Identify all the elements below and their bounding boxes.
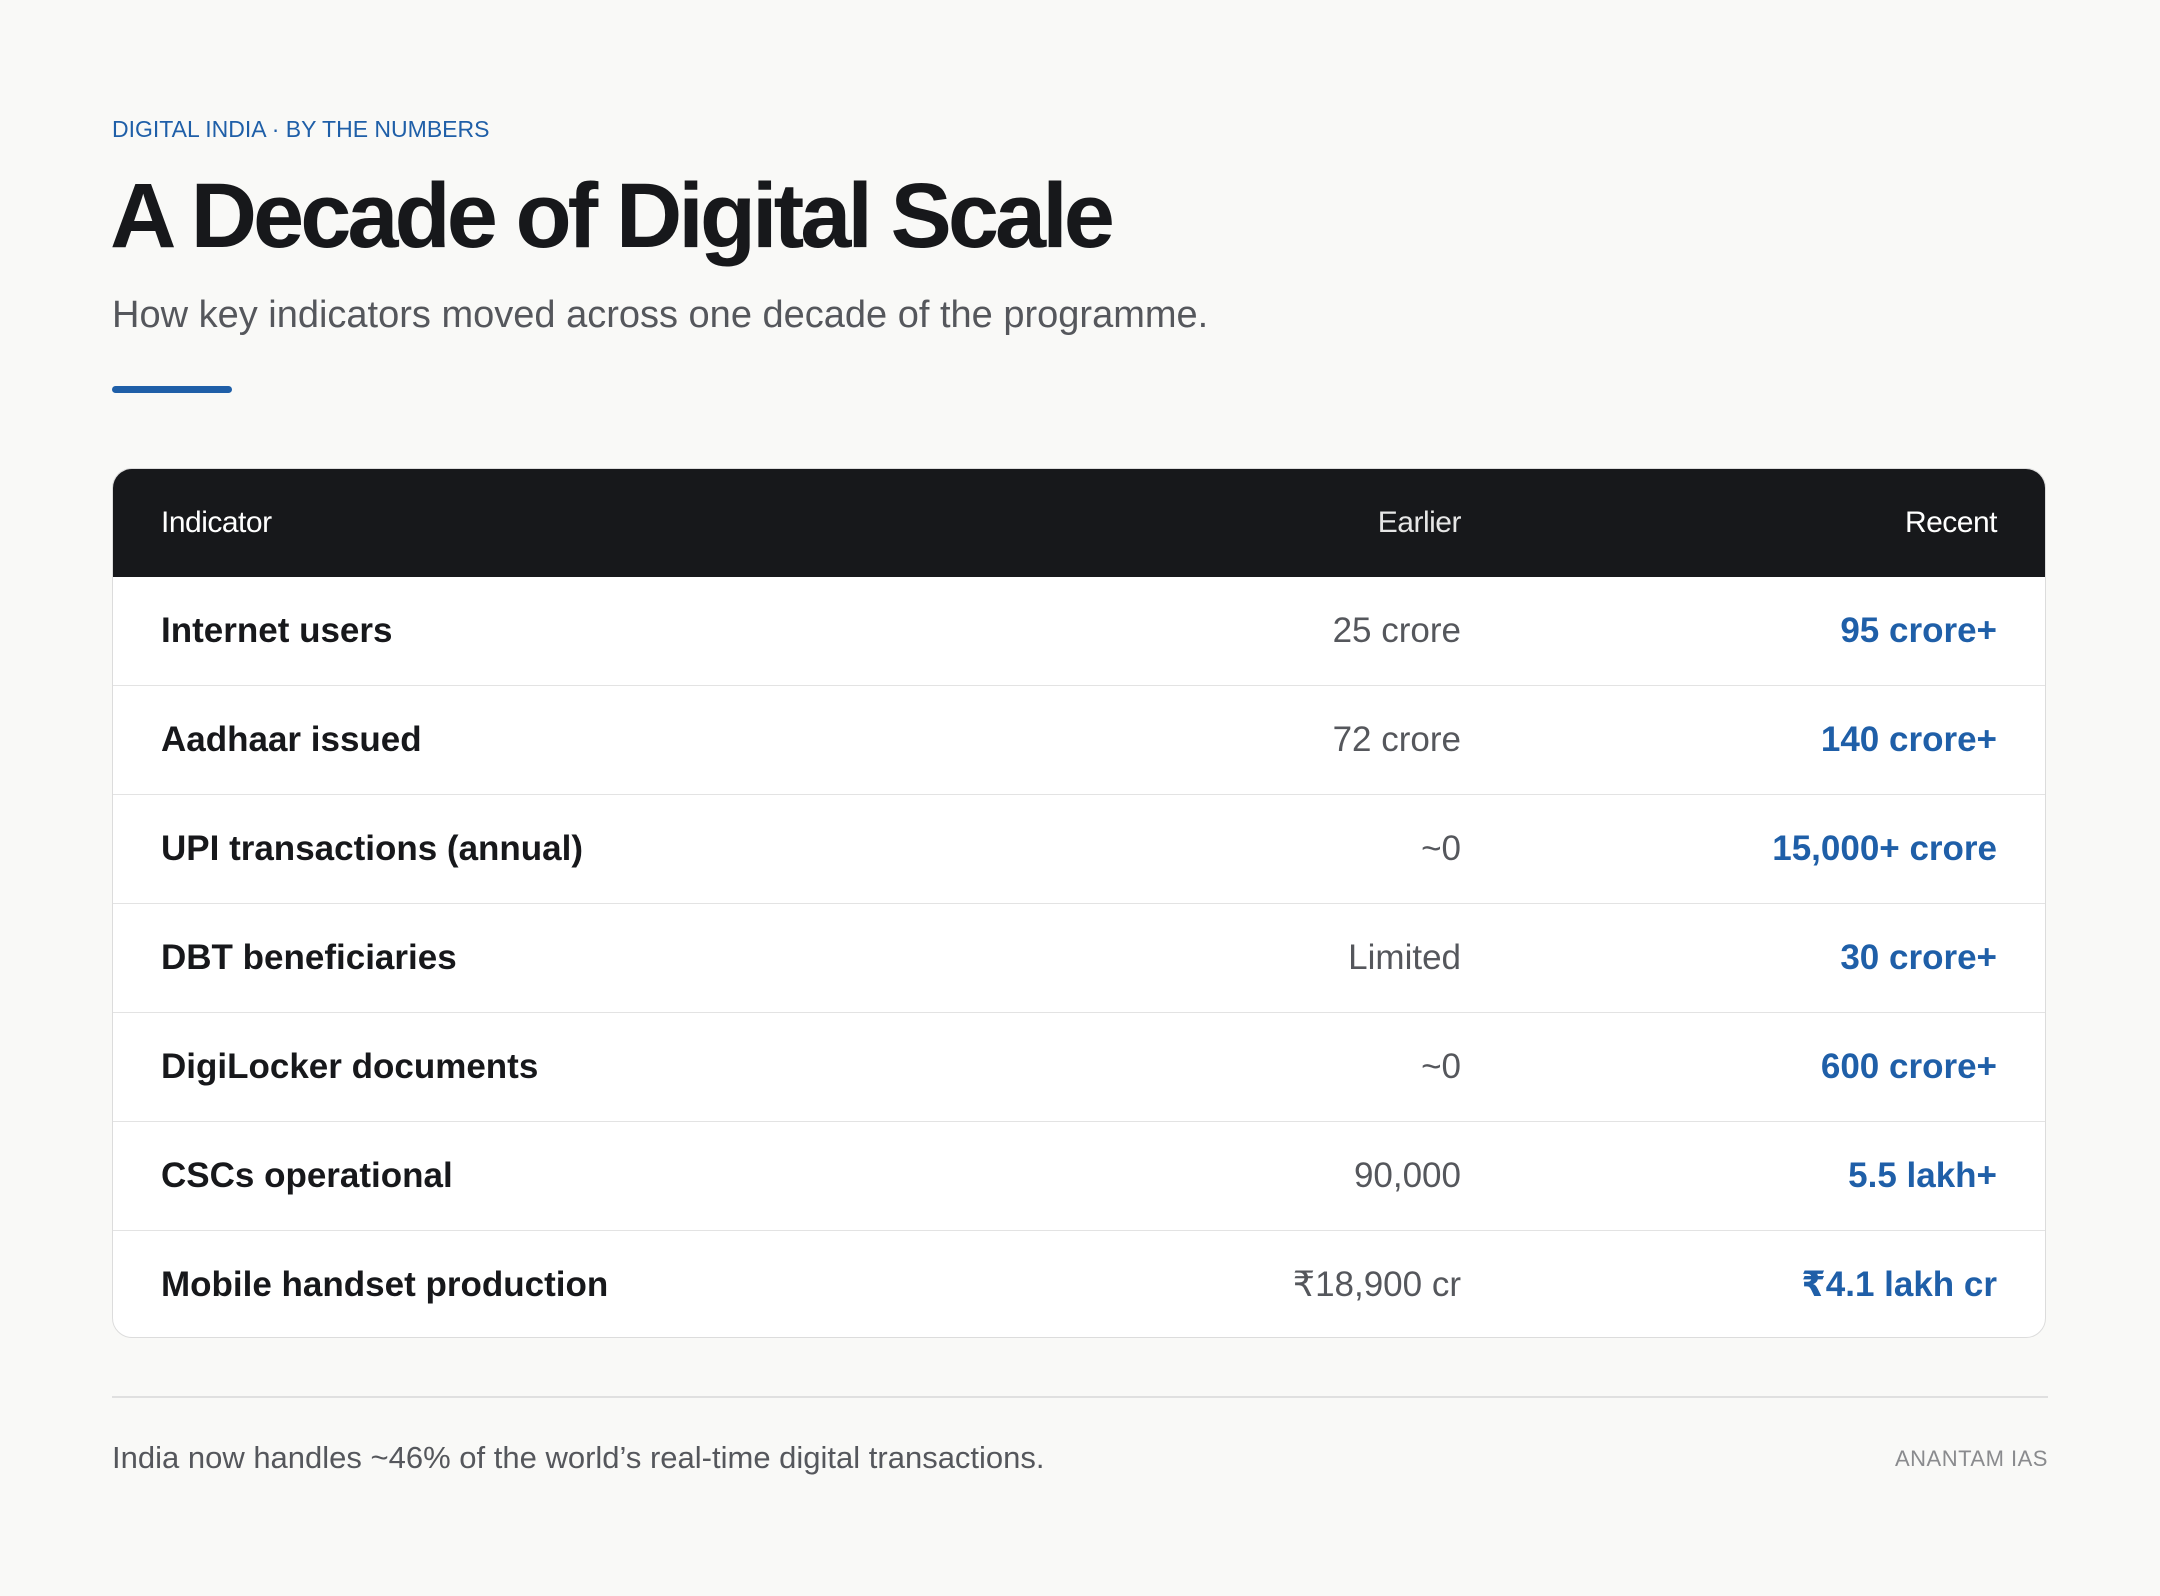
footnote: India now handles ~46% of the world’s re… bbox=[112, 1440, 1045, 1475]
indicator-cell: UPI transactions (annual) bbox=[161, 829, 584, 868]
indicator-cell: Mobile handset production bbox=[161, 1265, 609, 1304]
table-row: Mobile handset production ₹18,900 cr ₹4.… bbox=[113, 1231, 2045, 1337]
table-row: DBT beneficiaries Limited 30 crore+ bbox=[113, 904, 2045, 1013]
recent-value-cell: ₹4.1 lakh cr bbox=[1801, 1265, 1997, 1304]
earlier-value-cell: ~0 bbox=[1421, 829, 1461, 868]
recent-value-cell: 15,000+ crore bbox=[1772, 829, 1997, 868]
earlier-value-cell: 72 crore bbox=[1332, 720, 1461, 759]
table-row: UPI transactions (annual) ~0 15,000+ cro… bbox=[113, 795, 2045, 904]
earlier-value-cell: Limited bbox=[1348, 938, 1461, 977]
accent-divider bbox=[112, 386, 232, 393]
page-title: A Decade of Digital Scale bbox=[110, 165, 1115, 267]
footer-divider bbox=[112, 1396, 2048, 1398]
table-row: Internet users 25 crore 95 crore+ bbox=[113, 577, 2045, 686]
indicator-cell: CSCs operational bbox=[161, 1156, 453, 1195]
earlier-value-cell: ~0 bbox=[1421, 1047, 1461, 1086]
recent-value-cell: 30 crore+ bbox=[1840, 938, 1997, 977]
indicator-cell: DigiLocker documents bbox=[161, 1047, 539, 1086]
table-row: CSCs operational 90,000 5.5 lakh+ bbox=[113, 1122, 2045, 1231]
earlier-value-cell: ₹18,900 cr bbox=[1292, 1265, 1461, 1304]
table-row: Aadhaar issued 72 crore 140 crore+ bbox=[113, 686, 2045, 795]
brand-credit: ANANTAM IAS bbox=[1894, 1446, 2048, 1471]
column-header-indicator: Indicator bbox=[161, 506, 272, 539]
indicator-cell: Internet users bbox=[161, 611, 393, 650]
recent-value-cell: 140 crore+ bbox=[1820, 720, 1997, 759]
earlier-value-cell: 90,000 bbox=[1353, 1156, 1461, 1195]
indicators-table: Indicator Earlier Recent Internet users … bbox=[112, 468, 2046, 1338]
recent-value-cell: 5.5 lakh+ bbox=[1848, 1156, 1997, 1195]
column-header-recent: Recent bbox=[1904, 506, 1998, 539]
column-header-earlier: Earlier bbox=[1377, 506, 1462, 539]
earlier-value-cell: 25 crore bbox=[1332, 611, 1461, 650]
table-header: Indicator Earlier Recent bbox=[113, 469, 2045, 577]
indicator-cell: DBT beneficiaries bbox=[161, 938, 457, 977]
recent-value-cell: 600 crore+ bbox=[1820, 1047, 1997, 1086]
page-subtitle: How key indicators moved across one deca… bbox=[112, 294, 1209, 336]
eyebrow-label: DIGITAL INDIA · BY THE NUMBERS bbox=[112, 116, 490, 142]
indicator-cell: Aadhaar issued bbox=[161, 720, 422, 759]
recent-value-cell: 95 crore+ bbox=[1840, 611, 1997, 650]
table-row: DigiLocker documents ~0 600 crore+ bbox=[113, 1013, 2045, 1122]
